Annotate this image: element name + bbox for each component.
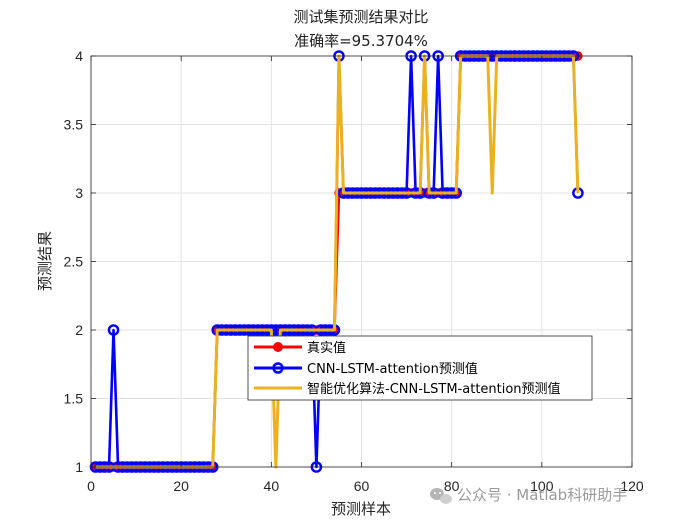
legend-entry-true: 真实值 (254, 340, 346, 356)
legend-entry-opt: 智能优化算法-CNN-LSTM-attention预测值 (254, 381, 561, 397)
chart-title: 测试集预测结果对比 (293, 8, 428, 26)
legend-label-true: 真实值 (307, 340, 346, 356)
watermark-text: 公众号 · Matlab科研助手 (457, 486, 627, 504)
legend-marker-cnn (272, 362, 284, 374)
legend-box (247, 335, 593, 401)
y-tick-label: 2.5 (64, 254, 84, 270)
x-axis-label: 预测样本 (331, 500, 391, 518)
y-tick-label: 1.5 (64, 391, 84, 407)
x-tick-label: 100 (530, 478, 554, 494)
legend-entry-cnn: CNN-LSTM-attention预测值 (254, 361, 478, 377)
x-tick-label: 20 (173, 478, 189, 494)
series-1-point (107, 324, 120, 336)
chart-subtitle: 准确率=95.3704% (294, 32, 428, 50)
wechat-icon (430, 488, 452, 504)
x-tick-label: 120 (620, 478, 644, 494)
x-tick-label: 80 (444, 478, 460, 494)
legend-marker-true (273, 342, 283, 352)
y-tick-label: 2 (75, 322, 83, 338)
legend-label-opt: 智能优化算法-CNN-LSTM-attention预测值 (307, 381, 561, 397)
y-tick-label: 4 (75, 48, 83, 64)
legend-label-cnn: CNN-LSTM-attention预测值 (307, 361, 478, 377)
y-tick-label: 3.5 (64, 117, 84, 133)
watermark: 公众号 · Matlab科研助手 (430, 486, 627, 504)
axis-ticks: 0 20 40 60 80 100 120 1 1.5 2 2.5 3 3.5 4 (64, 48, 644, 494)
x-tick-label: 60 (354, 478, 370, 494)
y-axis-label: 预测结果 (36, 231, 54, 291)
y-tick-label: 1 (75, 459, 83, 475)
x-tick-label: 40 (264, 478, 280, 494)
x-tick-label: 0 (87, 478, 95, 494)
legend: 真实值 CNN-LSTM-attention预测值 智能优化算法-CNN-LST… (247, 335, 593, 401)
y-tick-label: 3 (75, 185, 83, 201)
